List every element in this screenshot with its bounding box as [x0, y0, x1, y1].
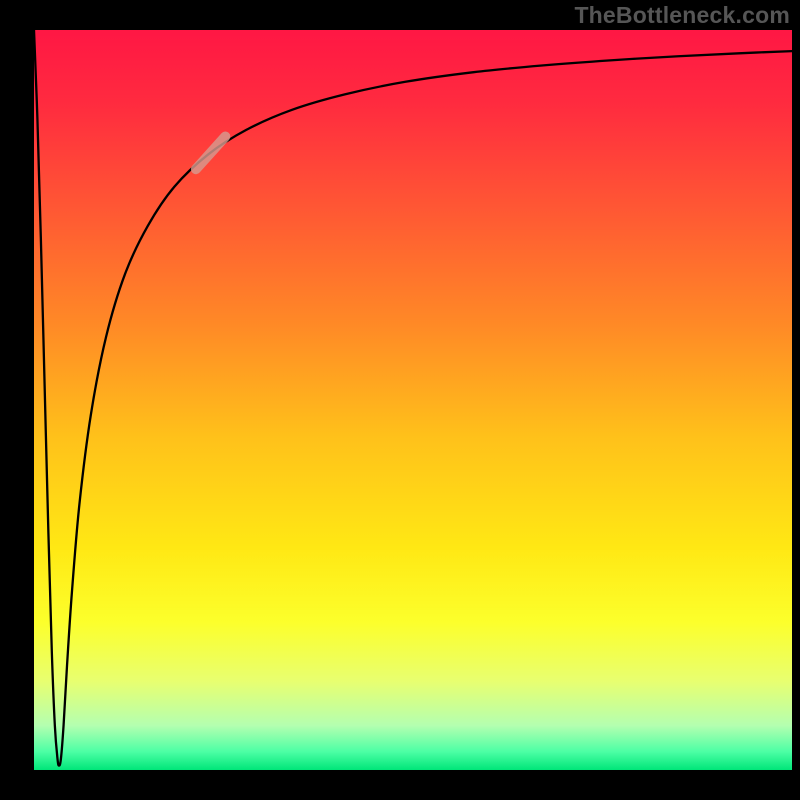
- bottleneck-curve: [34, 30, 792, 766]
- highlight-marker: [189, 129, 233, 176]
- chart-container: { "meta": { "attribution_text": "TheBott…: [0, 0, 800, 800]
- plot-area: [34, 30, 792, 770]
- curve-svg: [34, 30, 792, 770]
- attribution-text: TheBottleneck.com: [574, 2, 790, 29]
